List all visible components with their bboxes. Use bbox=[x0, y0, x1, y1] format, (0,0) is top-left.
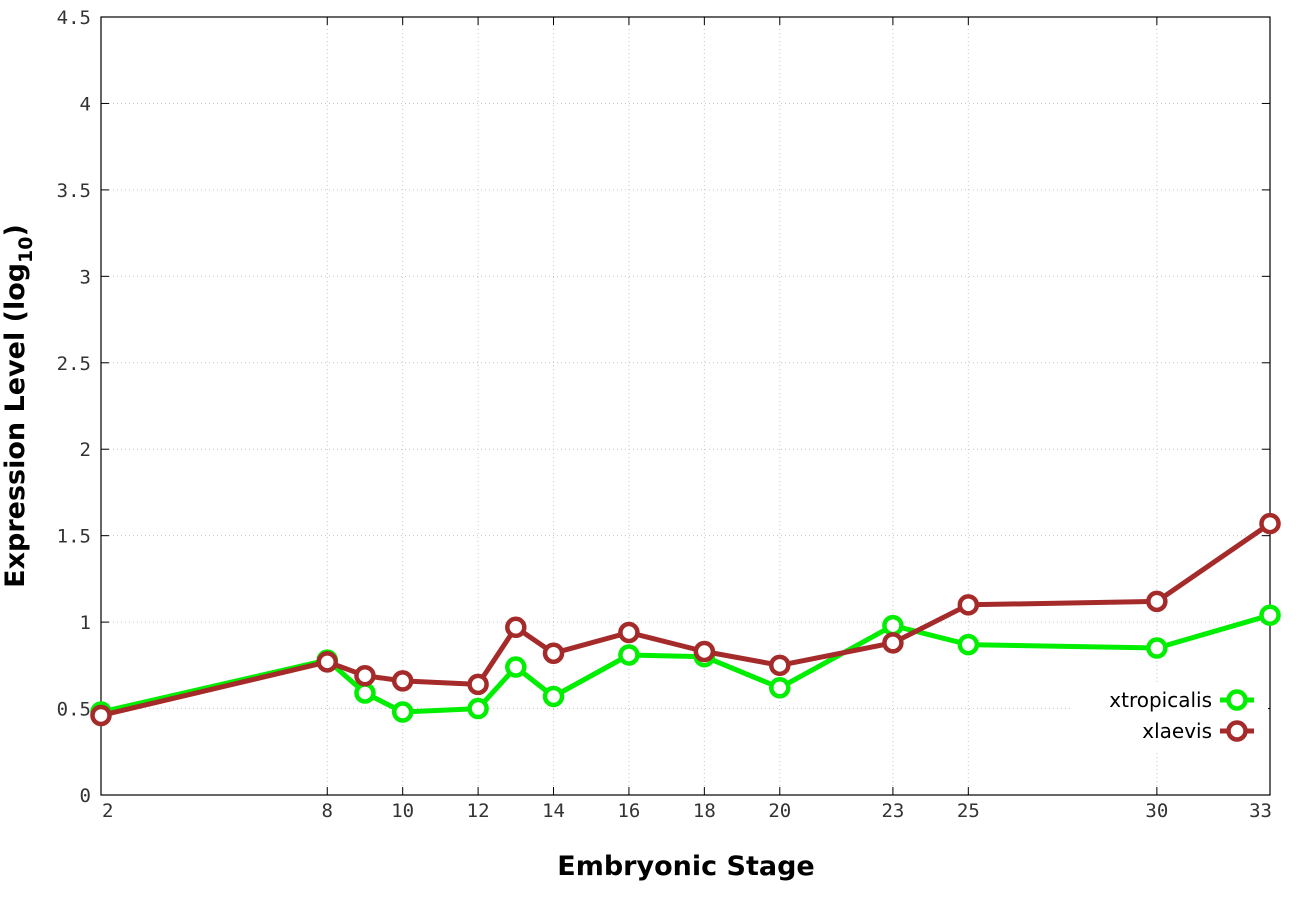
y-tick-label: 4 bbox=[80, 93, 91, 115]
x-axis: 2 8 10 12 14 16 18 20 23 25 30 33 bbox=[100, 17, 1272, 822]
data-point bbox=[542, 642, 565, 664]
x-tick-label: 12 bbox=[467, 800, 490, 822]
data-point bbox=[618, 621, 640, 644]
legend-swatch-marker bbox=[1226, 720, 1248, 742]
plot-border bbox=[100, 16, 1271, 796]
data-point bbox=[693, 640, 716, 663]
x-tick-label: 16 bbox=[617, 800, 640, 822]
y-axis-title-close: ) bbox=[0, 224, 31, 236]
legend-item-xlaevis: xlaevis bbox=[1142, 719, 1254, 743]
x-tick-label: 10 bbox=[391, 800, 414, 822]
y-tick-label: 0 bbox=[80, 785, 91, 807]
y-tick-label: 3.5 bbox=[57, 180, 91, 202]
data-point bbox=[1146, 637, 1168, 659]
plot-frame bbox=[100, 16, 1271, 796]
y-tick-label: 0.5 bbox=[57, 699, 91, 721]
series-group bbox=[90, 512, 1281, 727]
data-point bbox=[316, 651, 339, 673]
data-point bbox=[1259, 512, 1281, 535]
y-tick-label: 4.5 bbox=[57, 7, 91, 29]
legend-label: xtropicalis bbox=[1109, 688, 1212, 712]
data-point bbox=[90, 704, 112, 727]
y-tick-label: 2.5 bbox=[57, 353, 91, 375]
data-point bbox=[957, 594, 980, 616]
data-point bbox=[354, 682, 376, 704]
x-tick-label: 33 bbox=[1249, 800, 1272, 822]
x-tick-label: 14 bbox=[542, 800, 565, 822]
y-tick-label: 2 bbox=[80, 439, 91, 461]
x-tick-label: 2 bbox=[102, 800, 113, 822]
x-tick-label: 8 bbox=[322, 800, 333, 822]
grid bbox=[101, 17, 1270, 795]
legend: xtropicalis xlaevis bbox=[1070, 682, 1268, 752]
data-point bbox=[542, 685, 565, 708]
x-tick-label: 30 bbox=[1145, 800, 1168, 822]
y-axis-title-main: Expression Level (log bbox=[0, 263, 31, 588]
y-tick-label: 1 bbox=[80, 612, 91, 634]
y-axis-title-subscript: 10 bbox=[15, 236, 37, 262]
y-tick-label: 1.5 bbox=[57, 526, 91, 548]
x-tick-label: 20 bbox=[768, 800, 791, 822]
data-point bbox=[618, 644, 640, 666]
data-point bbox=[467, 673, 489, 696]
data-point bbox=[957, 633, 980, 656]
legend-swatch-marker bbox=[1226, 689, 1248, 711]
data-point bbox=[1146, 590, 1168, 613]
x-tick-label: 23 bbox=[881, 800, 904, 822]
x-tick-label: 25 bbox=[957, 800, 980, 822]
y-axis-title: Expression Level (log10) bbox=[0, 224, 37, 588]
data-point bbox=[505, 616, 527, 639]
data-point bbox=[505, 656, 527, 678]
data-point bbox=[882, 614, 904, 637]
x-tick-label: 18 bbox=[693, 800, 716, 822]
y-tick-label: 3 bbox=[80, 266, 91, 288]
data-point bbox=[354, 664, 376, 687]
data-point bbox=[391, 701, 414, 723]
legend-label: xlaevis bbox=[1142, 719, 1212, 743]
data-point bbox=[1259, 604, 1281, 626]
data-point bbox=[882, 632, 904, 654]
data-point bbox=[769, 677, 791, 699]
data-point bbox=[769, 654, 791, 677]
series-xlaevis bbox=[90, 512, 1281, 727]
legend-item-xtropicalis: xtropicalis bbox=[1109, 688, 1254, 712]
data-point bbox=[391, 670, 414, 692]
data-point bbox=[467, 697, 489, 720]
x-axis-title: Embryonic Stage bbox=[557, 851, 814, 882]
